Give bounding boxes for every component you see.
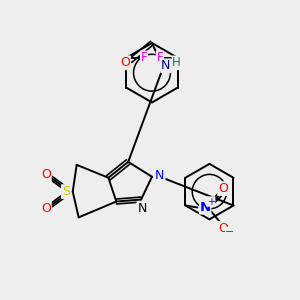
Text: O: O [41,202,51,215]
Text: N: N [161,59,170,72]
Text: O: O [218,222,228,235]
Text: F: F [157,51,163,64]
Text: N: N [137,202,147,215]
Text: O: O [120,56,130,69]
Text: −: − [225,227,235,237]
Text: N: N [155,169,165,182]
Text: O: O [41,168,51,181]
Text: N: N [200,201,211,214]
Text: O: O [218,182,228,195]
Text: H: H [172,56,181,69]
Text: +: + [207,196,215,206]
Text: S: S [62,185,70,198]
Text: F: F [141,51,147,64]
